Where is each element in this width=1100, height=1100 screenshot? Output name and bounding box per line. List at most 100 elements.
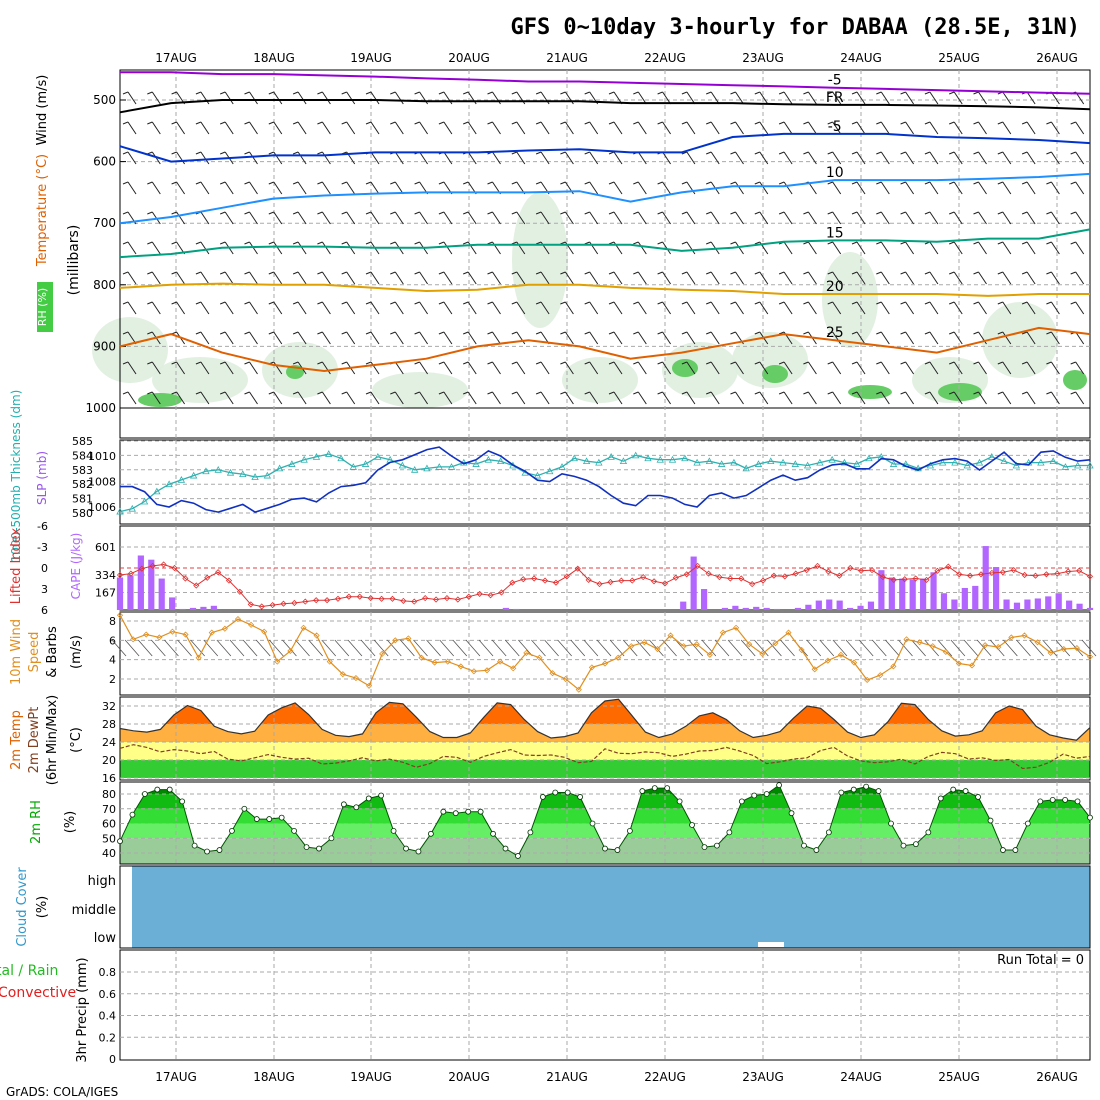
rh-point [527,829,534,836]
rh-title: RH (%) [36,288,49,326]
wind-barb-flag [463,361,469,365]
wind-barb-flag [220,361,226,365]
wind-speed-point [418,654,425,661]
wind-barb-flag [390,331,396,335]
wind-barb [1021,241,1036,255]
thickness-point [1049,457,1057,465]
wind-barb [803,151,817,165]
wind-barb-staff [710,391,720,405]
wind-barb-staff [880,181,890,195]
wind-barb-flag [560,151,566,155]
wind-barb [171,181,186,195]
wind-barb [851,361,866,375]
wind-barb [1021,301,1036,315]
lifted-index-point [498,589,505,596]
wind-barb [924,241,939,255]
wind-barb [778,241,793,255]
wind-barb [803,91,817,105]
wind-barb [730,241,744,255]
wind-barb [122,241,137,255]
thickness-point [754,460,763,467]
rh-axis-title-2: (%) [63,811,78,834]
wind-barb-staff [613,391,623,405]
wind-barb-staff [127,271,137,285]
wind-barb-flag [341,181,347,185]
cape-bar [721,607,729,610]
wind-barb [706,121,720,135]
wind-barb-flag [317,121,323,125]
contour-label: 15 [826,225,844,241]
lifted-index-point [945,563,952,570]
surface-wind-barb [753,639,769,657]
pressure-tick-label: 700 [93,216,116,230]
wind-barb-flag [1021,151,1028,155]
wind-barb-staff [273,91,283,105]
y-axis-titles: RH (%)Temperature (°C)Wind (m/s)(milliba… [9,75,90,1063]
cloud-axis-title-1: Cloud Cover [15,867,30,947]
wind-barb-staff [735,271,744,285]
wind-barb-flag [754,211,760,215]
wind-barb-flag [463,211,469,215]
temp-band [120,742,1090,760]
wind-barb-staff [783,121,793,135]
wind-barb-staff [151,181,161,195]
wind-barb-flag [876,331,882,335]
wind-barb-staff [978,121,987,135]
lifted-index-point [792,570,799,577]
wind-barb-staff [880,241,890,255]
wind-barb-staff [321,391,331,405]
cape-bar [1013,602,1021,610]
wind-barb-staff [200,271,210,285]
wind-barb-staff [443,151,453,165]
wind-barb-staff [151,121,161,135]
thickness-point [816,458,824,466]
wind-barb [924,211,939,225]
wind-barb-staff [710,91,720,105]
wind-speed-point [130,636,137,643]
wind-barb-flag [584,211,590,215]
surface-wind-barb [373,639,389,657]
pressure-tick-label: 1000 [85,401,116,415]
wind-barb-flag [657,361,663,365]
surface-wind-barb [255,639,271,657]
wind-barb-staff [905,151,915,165]
wind-barb [730,271,744,285]
lifted-index-point [727,575,734,582]
wind-barb-staff [249,151,258,165]
wind-barb-flag [171,151,177,155]
rh-point [950,786,957,793]
surface-wind-barb [124,639,140,657]
wind-barb [1046,271,1060,285]
rh-shading [562,357,638,403]
rh-point [316,845,322,852]
wind-barb [463,301,477,315]
wind-barb [681,361,696,375]
wind-barb-staff [321,91,331,105]
wind-barb [608,151,623,165]
wind-barb-flag [754,91,760,95]
date-label: 17AUG [155,1070,197,1084]
wind-barb [924,121,939,135]
surface-wind-barb [137,639,153,657]
thickness-point [717,460,726,467]
wind-speed-point [759,650,766,657]
wind-barb-staff [662,391,672,405]
wind-barb [754,391,769,405]
wind-barb [195,301,210,315]
wind-barb-staff [1002,391,1012,405]
wind-barb-staff [589,271,599,285]
wind-barb-flag [730,91,736,95]
wind-barb-staff [564,331,574,345]
rh-axis-title-1: 2m RH [29,800,44,844]
cape-bar [888,577,895,610]
wind-barb-staff [953,151,963,165]
rh-point [639,788,646,794]
wind-barb-staff [880,361,890,375]
wind-barb-staff [492,301,501,315]
rh-shading [822,252,878,348]
wind-barb-staff [394,121,404,135]
wind-barb [900,361,915,375]
wind-barb-staff [127,151,137,165]
wind-barb [778,301,793,315]
wind-barb [633,121,647,135]
